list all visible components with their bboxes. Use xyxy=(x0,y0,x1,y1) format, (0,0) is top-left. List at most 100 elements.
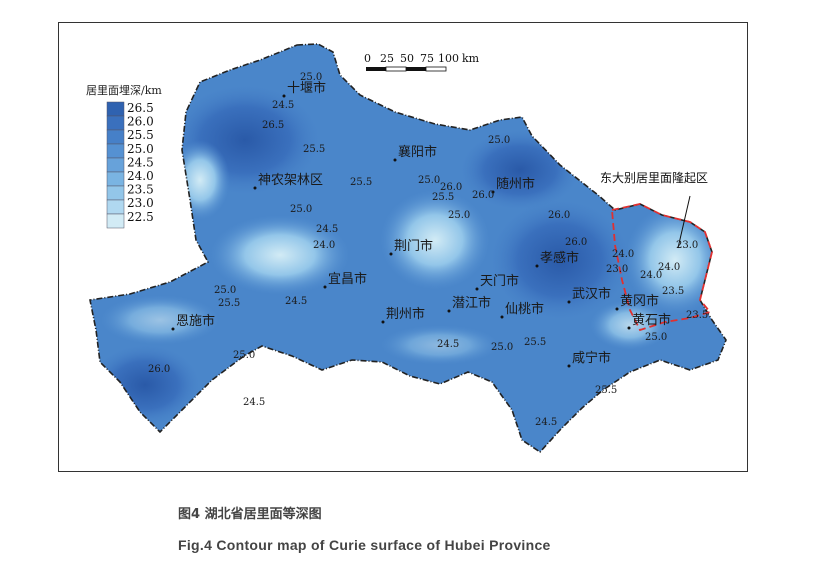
contour-label: 25.5 xyxy=(524,337,546,348)
contour-label: 25.5 xyxy=(595,385,617,396)
legend-level-label: 26.0 xyxy=(127,115,154,129)
scale-unit: km xyxy=(462,52,480,65)
city-label: 荆州市 xyxy=(386,306,425,322)
contour-label: 25.0 xyxy=(645,332,667,343)
contour-label: 24.5 xyxy=(535,417,557,428)
contour-label: 24.5 xyxy=(272,100,294,111)
city-dot xyxy=(500,315,504,319)
contour-label: 23.5 xyxy=(662,286,684,297)
contour-label: 23.0 xyxy=(606,264,628,275)
contour-label: 26.5 xyxy=(262,120,284,131)
legend-level-label: 25.0 xyxy=(127,142,154,156)
contour-label: 23.0 xyxy=(676,240,698,251)
contour-label: 23.5 xyxy=(686,310,708,321)
contour-label: 25.0 xyxy=(233,350,255,361)
legend-swatch xyxy=(106,185,125,201)
contour-label: 26.0 xyxy=(148,364,170,375)
contour-label: 25.0 xyxy=(418,175,440,186)
city-dot xyxy=(323,285,327,289)
city-label: 天门市 xyxy=(480,273,519,289)
legend-swatch xyxy=(106,115,125,131)
legend-swatch xyxy=(106,213,125,229)
legend-level-label: 24.5 xyxy=(127,155,154,169)
legend-level-label: 23.5 xyxy=(127,183,154,197)
city-label: 潜江市 xyxy=(452,295,491,311)
city-dot xyxy=(253,186,257,190)
caption-chinese: 图4 湖北省居里面等深图 xyxy=(178,507,322,522)
legend-level-label: 24.0 xyxy=(127,169,154,183)
contour-label: 25.5 xyxy=(350,177,372,188)
contour-label: 25.0 xyxy=(300,72,322,83)
city-label: 黄冈市 xyxy=(620,293,659,309)
legend-swatch xyxy=(106,157,125,173)
uplift-zone-label: 东大别居里面隆起区 xyxy=(600,170,708,185)
city-dot xyxy=(535,264,539,268)
legend-level-label: 26.5 xyxy=(127,101,154,115)
legend: 26.526.025.525.024.524.023.523.022.5 xyxy=(106,101,154,229)
contour-label: 24.5 xyxy=(437,339,459,350)
city-dot xyxy=(447,309,451,313)
scale-bar: 0 25 50 75 100 km xyxy=(364,52,480,72)
city-dot xyxy=(381,320,385,324)
legend-swatch xyxy=(106,199,125,215)
contour-label: 25.0 xyxy=(488,135,510,146)
contour-label: 24.5 xyxy=(285,296,307,307)
city-dot xyxy=(171,327,175,331)
city-dot xyxy=(393,158,397,162)
city-dot xyxy=(567,364,571,368)
contour-label: 25.5 xyxy=(432,192,454,203)
city-dot xyxy=(491,190,495,194)
city-label: 十堰市 xyxy=(287,80,326,96)
contour-label: 25.5 xyxy=(303,144,325,155)
scale-tick: 50 xyxy=(400,52,414,65)
contour-label: 24.0 xyxy=(658,262,680,273)
city-label: 咸宁市 xyxy=(572,350,611,366)
city-label: 荆门市 xyxy=(394,238,433,254)
city-label: 武汉市 xyxy=(572,286,611,302)
contour-label: 24.5 xyxy=(316,224,338,235)
city-label: 孝感市 xyxy=(540,250,579,266)
contour-label: 26.0 xyxy=(440,182,462,193)
contour-label: 25.0 xyxy=(491,342,513,353)
contour-label: 26.0 xyxy=(565,237,587,248)
city-label: 神农架林区 xyxy=(258,173,323,188)
city-label: 仙桃市 xyxy=(505,301,544,317)
contour-label: 25.0 xyxy=(290,204,312,215)
legend-level-label: 23.0 xyxy=(127,196,154,210)
legend-level-label: 22.5 xyxy=(127,210,154,224)
contour-label: 24.0 xyxy=(313,240,335,251)
city-dot xyxy=(627,326,631,330)
contour-label: 24.0 xyxy=(640,270,662,281)
legend-title: 居里面埋深/km xyxy=(86,84,162,97)
uplift-leader-line xyxy=(677,195,691,249)
city-label: 随州市 xyxy=(496,176,535,192)
city-label: 黄石市 xyxy=(632,312,671,328)
map-frame xyxy=(58,22,748,472)
scale-tick: 0 xyxy=(364,52,371,65)
contour-label: 26.0 xyxy=(472,190,494,201)
city-dot xyxy=(389,252,393,256)
scale-tick: 75 xyxy=(420,52,434,65)
contour-label: 26.0 xyxy=(548,210,570,221)
city-label: 宜昌市 xyxy=(328,271,367,287)
uplift-zone-boundary xyxy=(611,203,713,332)
legend-level-label: 25.5 xyxy=(127,128,154,142)
legend-swatch xyxy=(106,129,125,145)
city-dot xyxy=(615,307,619,311)
contour-label: 25.0 xyxy=(214,285,236,296)
legend-swatch xyxy=(106,171,125,187)
city-dot xyxy=(567,300,571,304)
caption-english: Fig.4 Contour map of Curie surface of Hu… xyxy=(178,537,551,553)
legend-swatch xyxy=(106,101,125,117)
legend-swatch xyxy=(106,143,125,159)
contour-labels: 23.024.026.525.025.524.525.026.025.525.0… xyxy=(148,72,708,428)
scale-tick: 100 xyxy=(438,52,459,65)
contour-label: 24.0 xyxy=(612,249,634,260)
city-dot xyxy=(282,94,286,98)
contour-label: 25.5 xyxy=(218,298,240,309)
contour-label: 25.0 xyxy=(448,210,470,221)
city-dot xyxy=(475,287,479,291)
city-label: 恩施市 xyxy=(176,313,215,329)
